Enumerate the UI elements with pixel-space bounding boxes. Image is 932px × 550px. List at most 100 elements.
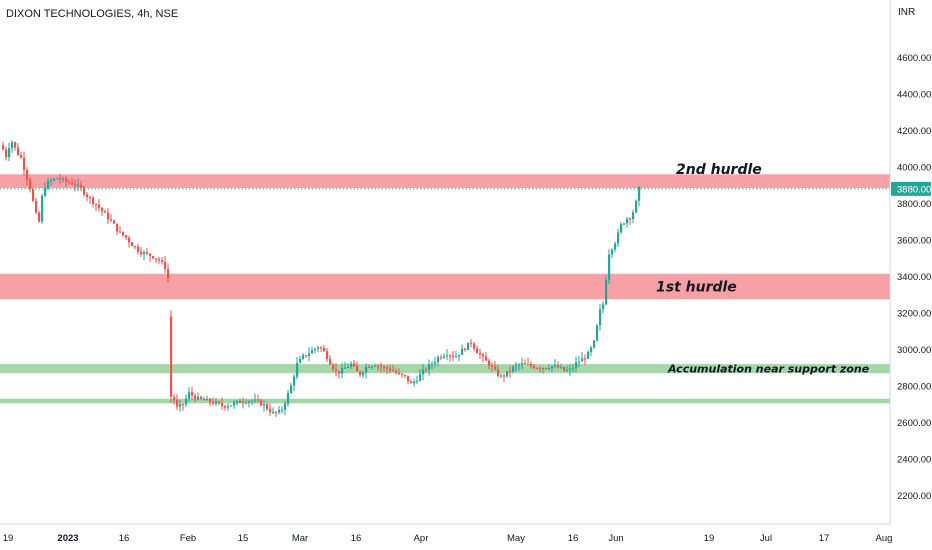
candle-body	[587, 351, 590, 359]
candle-body	[371, 366, 374, 368]
candle-body	[572, 367, 575, 369]
candle-body	[200, 396, 203, 399]
candle-body	[293, 376, 296, 386]
y-tick-label: 4400.00	[897, 90, 931, 101]
candle-body	[251, 400, 254, 402]
candle-body	[503, 375, 506, 377]
candle-body	[284, 403, 287, 410]
candle-body	[101, 207, 104, 212]
candle-body	[38, 212, 41, 222]
candle-body	[410, 381, 413, 384]
candle-body	[524, 363, 527, 365]
candle-body	[545, 368, 548, 370]
candle-body	[8, 148, 11, 158]
candle-body	[194, 395, 197, 400]
candle-body	[560, 367, 563, 369]
candle-body	[530, 364, 533, 367]
candle-body	[581, 358, 584, 362]
candle-body	[167, 269, 170, 279]
candle-body	[455, 356, 458, 358]
x-tick-label: 19	[704, 533, 715, 544]
candle-body	[134, 246, 137, 248]
x-tick-label: May	[507, 533, 525, 544]
candle-body	[533, 366, 536, 369]
candle-body	[11, 142, 14, 149]
candle-body	[500, 375, 503, 377]
candle-body	[77, 184, 80, 186]
candle-body	[89, 197, 92, 199]
candle-body	[56, 178, 59, 180]
zone-resistance-1	[0, 273, 890, 300]
candle-body	[35, 200, 38, 213]
candle-body	[509, 371, 512, 373]
candle-body	[359, 371, 362, 376]
candle-body	[326, 351, 329, 360]
candle-body	[527, 363, 530, 365]
y-tick-label: 4600.00	[897, 53, 931, 64]
y-tick-label: 4000.00	[897, 163, 931, 174]
candle-body	[518, 364, 521, 366]
candle-body	[74, 184, 77, 186]
candle-body	[242, 402, 245, 404]
candle-body	[32, 188, 35, 201]
candle-body	[263, 404, 266, 406]
candle-body	[494, 366, 497, 370]
candle-body	[296, 362, 299, 377]
candle-body	[386, 367, 389, 369]
zone-label-2: Accumulation near support zone	[667, 363, 870, 376]
candle-body	[92, 197, 95, 204]
candle-body	[584, 358, 587, 360]
candle-body	[14, 142, 17, 148]
candle-body	[29, 179, 32, 189]
candle-body	[362, 372, 365, 376]
candle-body	[131, 242, 134, 247]
candle-body	[623, 223, 626, 225]
candle-body	[62, 178, 65, 180]
current-price-tag: 3880.00	[891, 181, 931, 196]
candle-body	[461, 348, 464, 355]
x-tick-label: 16	[351, 533, 362, 544]
candle-body	[575, 362, 578, 368]
candle-body	[338, 370, 341, 374]
candle-body	[230, 405, 233, 407]
candle-body	[425, 369, 428, 371]
y-tick-label: 3800.00	[897, 199, 931, 210]
x-axis: 19 2023 16 Feb 15 Mar 16 Apr May 16 Jun 19 Jul 17 Aug	[3, 533, 893, 544]
candle-body	[329, 359, 332, 365]
x-tick-label: Feb	[180, 533, 196, 544]
candle-body	[257, 399, 260, 401]
candle-body	[323, 347, 326, 352]
candle-body	[590, 347, 593, 352]
candle-body	[305, 355, 308, 357]
candle-body	[206, 398, 209, 401]
y-tick-label: 3000.00	[897, 345, 931, 356]
candle-body	[548, 368, 551, 370]
x-tick-label: 16	[119, 533, 130, 544]
candle-body	[542, 368, 545, 370]
y-tick-label: 4200.00	[897, 126, 931, 137]
zone-label-layer: 2nd hurdle 1st hurdle Accumulation near su…	[656, 162, 870, 376]
currency-label: INR	[898, 7, 915, 18]
candle-body	[107, 212, 110, 220]
candle-body	[197, 396, 200, 400]
candle-body	[176, 400, 179, 407]
candle-body	[467, 342, 470, 350]
candle-body	[122, 231, 125, 236]
candle-body	[449, 355, 452, 357]
candle-body	[512, 366, 515, 372]
y-tick-label: 2200.00	[897, 491, 931, 502]
candle-body	[458, 354, 461, 357]
candle-body	[506, 371, 509, 377]
y-tick-label: 2800.00	[897, 382, 931, 393]
candle-body	[599, 309, 602, 326]
candle-body	[638, 186, 641, 201]
candle-body	[497, 369, 500, 376]
candle-body	[632, 212, 635, 219]
candle-body	[605, 280, 608, 305]
candle-body	[5, 149, 8, 158]
candle-body	[275, 412, 278, 414]
y-tick-label: 2600.00	[897, 418, 931, 429]
candle-body	[368, 366, 371, 368]
candle-body	[203, 398, 206, 401]
